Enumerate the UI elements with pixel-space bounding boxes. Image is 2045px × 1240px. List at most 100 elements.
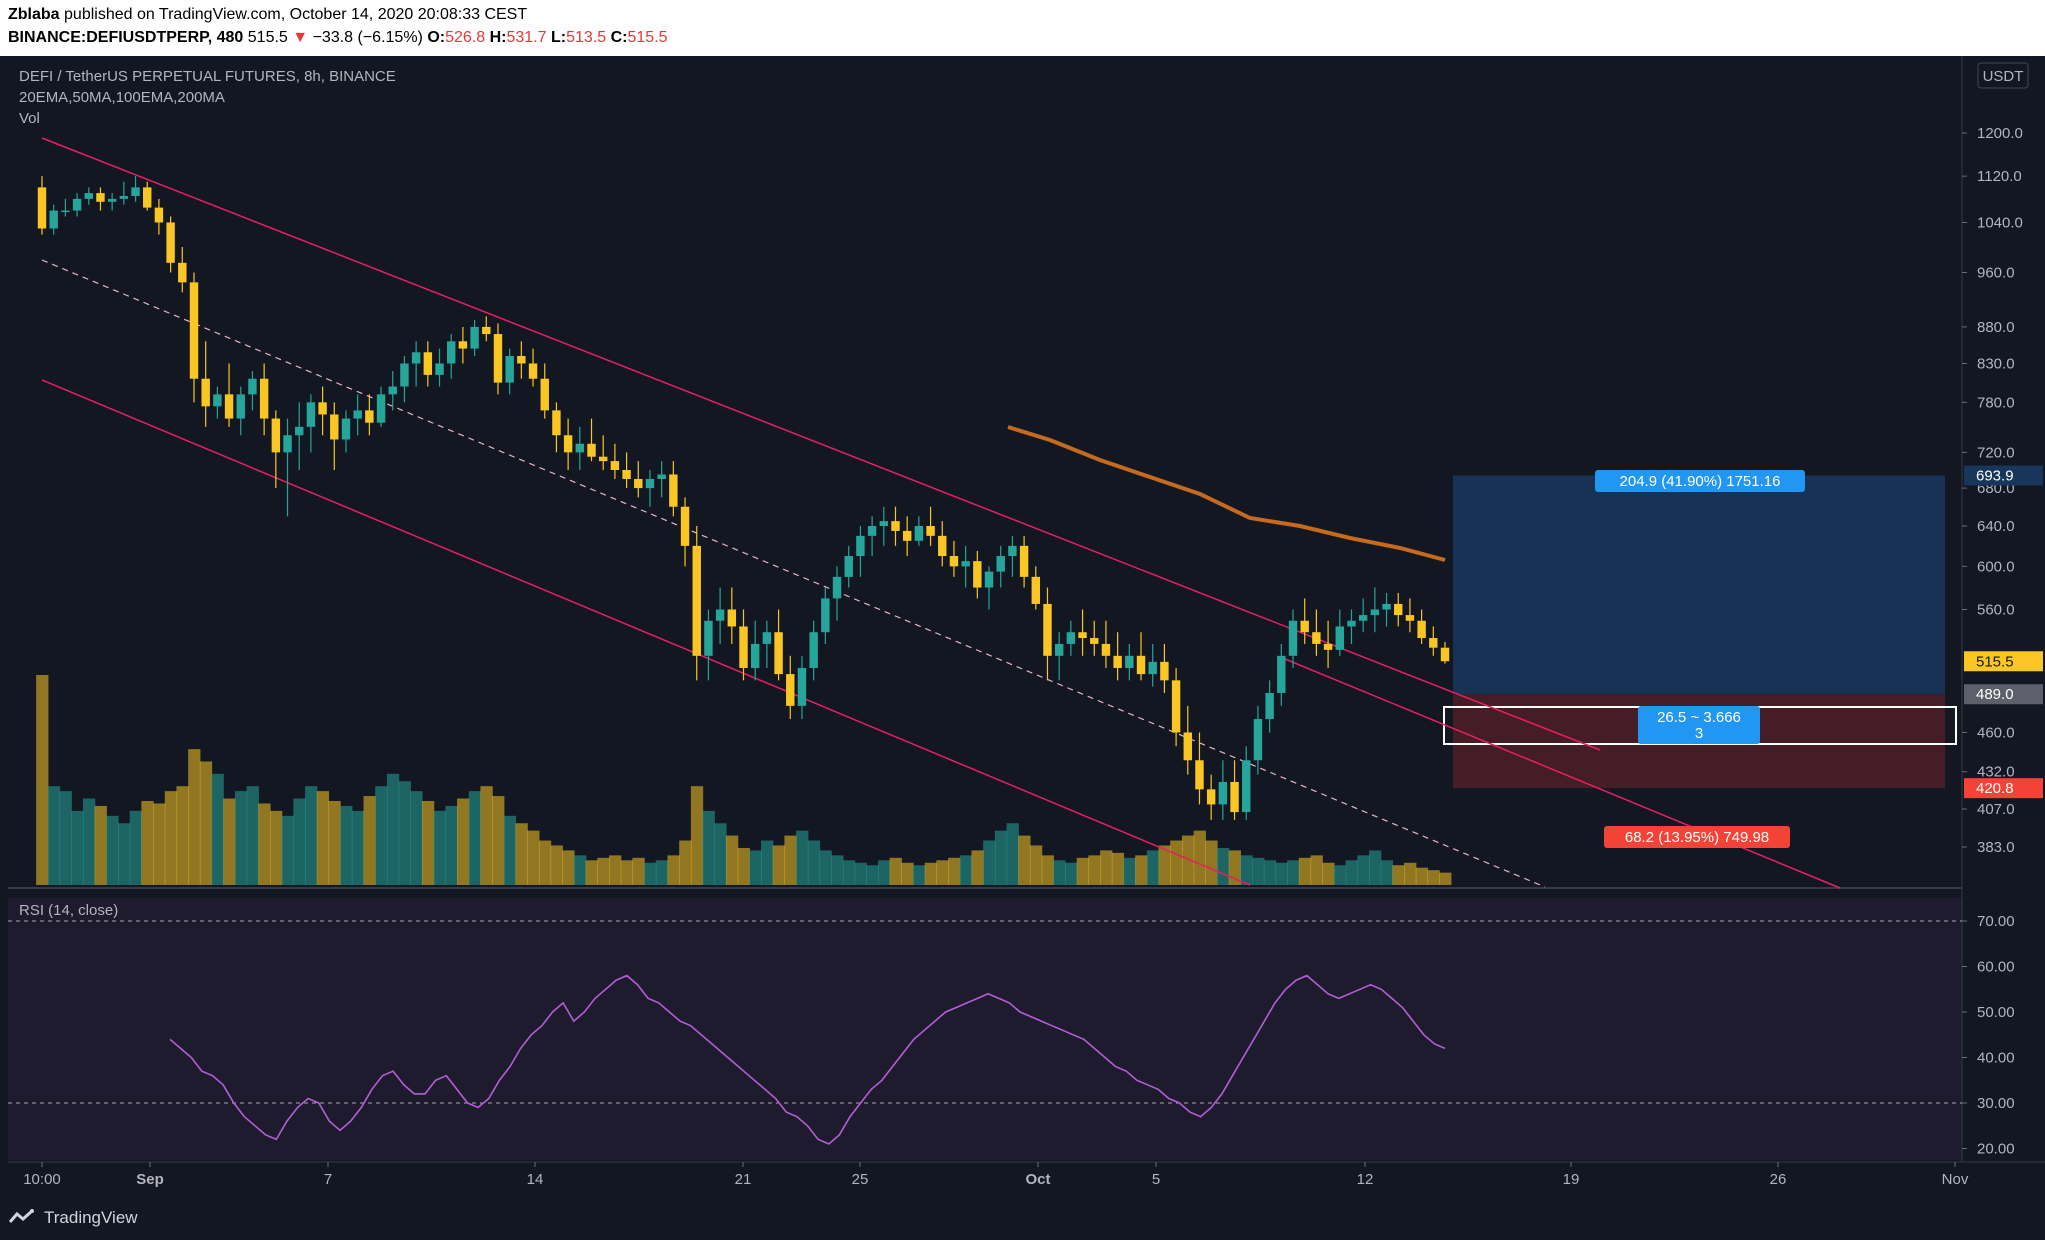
rsi-tick-label: 60.00: [1977, 959, 2015, 976]
price-tick-label: 383.0: [1977, 839, 2015, 856]
volume-bar: [1392, 865, 1405, 885]
risk-reward-label-text: 26.5 ~ 3.666: [1657, 709, 1741, 726]
volume-bar: [936, 860, 949, 885]
loss-label-text: 68.2 (13.95%) 749.98: [1625, 829, 1769, 846]
volume-bar: [737, 847, 750, 885]
volume-bar: [1240, 855, 1253, 885]
candle-body: [365, 410, 374, 423]
volume-bar: [164, 791, 178, 885]
volume-bar: [1287, 860, 1300, 885]
candle-body: [517, 355, 526, 364]
volume-bar: [948, 857, 961, 885]
candle-body: [49, 210, 58, 229]
volume-bar: [117, 823, 131, 885]
volume-bar: [1205, 840, 1218, 885]
candle-body: [341, 418, 351, 440]
stop-price-badge: [1964, 778, 2043, 799]
candle-body: [575, 443, 585, 453]
volume-bar: [538, 840, 552, 885]
channel-upper-extension: [1284, 658, 1841, 889]
candle-body: [867, 526, 877, 536]
candle-body: [248, 378, 257, 395]
candle-body: [1277, 655, 1286, 693]
volume-bar: [1065, 862, 1078, 885]
rsi-line: [169, 974, 1446, 1145]
volume-bar: [1275, 862, 1288, 885]
time-tick-label: 12: [1357, 1171, 1374, 1188]
volume-bar: [340, 805, 353, 885]
candle-body: [1148, 661, 1157, 675]
volume-bar: [445, 805, 458, 885]
author-name[interactable]: Zblaba: [8, 6, 60, 23]
price-tick-label: 560.0: [1977, 601, 2015, 618]
time-tick-label: Oct: [1025, 1171, 1050, 1188]
last-price-label: 515.5: [1976, 653, 2014, 670]
target-price-label: 693.9: [1976, 467, 2014, 484]
brand-name[interactable]: TradingView: [44, 1208, 138, 1227]
candle-body: [926, 526, 935, 536]
indicator-list: 20EMA,50MA,100EMA,200MA: [19, 89, 225, 106]
stop-price-label: 420.8: [1976, 780, 2014, 797]
price-tick-label: 640.0: [1977, 518, 2015, 535]
volume-bar: [807, 840, 821, 885]
candle-body: [1253, 719, 1263, 761]
candle-body: [657, 474, 666, 479]
price-change: −33.8 (−6.15%): [312, 29, 423, 46]
candle-body: [318, 402, 327, 415]
price-tick-label: 880.0: [1977, 319, 2015, 336]
open-value: 526.8: [445, 29, 486, 46]
volume-bar: [223, 798, 236, 885]
volume-bar: [679, 840, 692, 885]
time-tick-label: 19: [1563, 1171, 1580, 1188]
price-tick-label: 1040.0: [1977, 214, 2023, 231]
candle-body: [411, 352, 421, 364]
published-text: published on TradingView.com, October 14…: [64, 6, 528, 23]
volume-bar: [328, 801, 341, 885]
publish-header: Zblaba published on TradingView.com, Oct…: [0, 0, 2045, 56]
volume-bar: [667, 855, 680, 885]
candle-body: [774, 632, 783, 675]
volume-bar: [1088, 855, 1101, 885]
volume-bar: [1217, 847, 1230, 885]
volume-bar: [1357, 855, 1370, 885]
candle-body: [1288, 620, 1298, 656]
volume-bar: [1404, 862, 1417, 885]
candle-body: [680, 506, 690, 546]
down-arrow-icon: ▼: [292, 29, 309, 46]
volume-bar: [714, 823, 727, 885]
candle-body: [201, 378, 210, 407]
volume-bar: [1135, 855, 1148, 885]
volume-bar: [1076, 857, 1090, 885]
candle-body: [1113, 655, 1122, 668]
candle-body: [739, 626, 748, 668]
volume-bar: [644, 862, 657, 885]
candle-body: [727, 609, 737, 627]
volume-bar: [901, 862, 914, 885]
volume-bar: [597, 857, 610, 885]
volume-bar: [410, 791, 423, 885]
volume-bar: [94, 805, 107, 885]
candle-body: [482, 326, 491, 335]
risk-reward-label-box: [1638, 706, 1760, 744]
candle-body: [1078, 632, 1087, 639]
candle-body: [645, 478, 655, 489]
candle-body: [891, 521, 900, 531]
candle-body: [1031, 576, 1041, 604]
candle-body: [505, 355, 514, 383]
candle-body: [996, 556, 1005, 572]
volume-bar: [831, 855, 844, 885]
candle-body: [704, 620, 713, 656]
candle-body: [1136, 655, 1146, 675]
close-label: C:: [610, 29, 628, 46]
volume-bar: [1298, 857, 1312, 885]
volume-bar: [234, 791, 248, 885]
volume-bar: [1111, 852, 1125, 885]
volume-bar: [59, 791, 72, 885]
candle-body: [376, 394, 386, 423]
volume-bar: [761, 840, 774, 885]
candle-body: [306, 402, 316, 427]
volume-bar: [1029, 845, 1043, 885]
volume-bar: [106, 815, 119, 885]
volume-bar: [702, 810, 715, 885]
